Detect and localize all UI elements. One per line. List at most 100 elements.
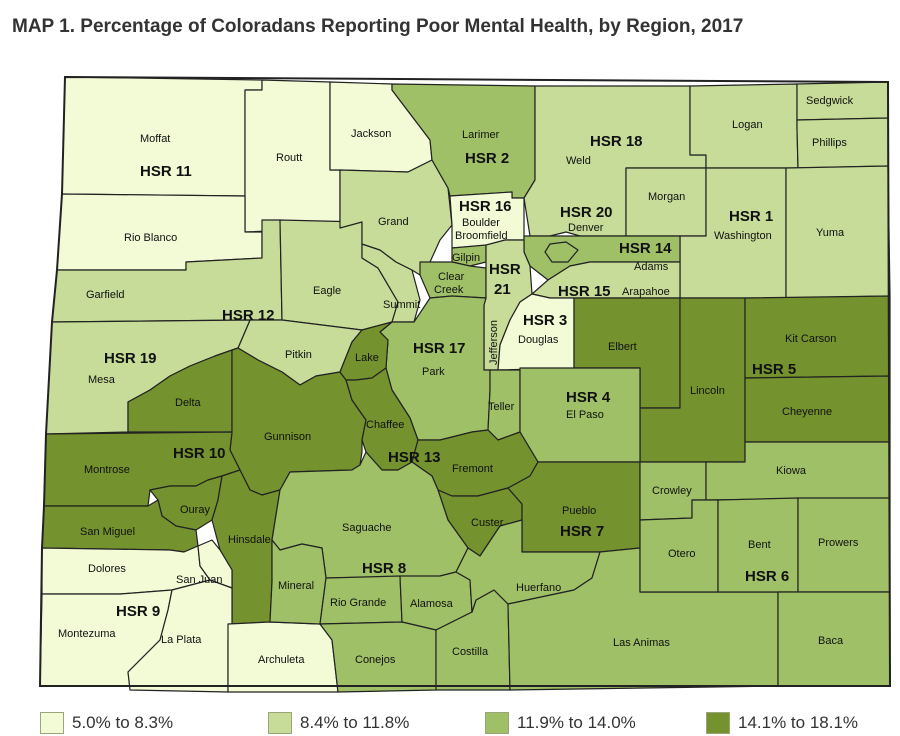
county-label: Fremont xyxy=(452,463,493,475)
legend-item: 14.1% to 18.1% xyxy=(706,712,858,734)
county-label: Kiowa xyxy=(776,465,807,477)
county-label: Larimer xyxy=(462,129,500,141)
county-label: Huerfano xyxy=(516,582,561,594)
county-label: Archuleta xyxy=(258,654,305,666)
hsr-label: HSR 11 xyxy=(140,163,192,180)
county-label: Lincoln xyxy=(690,385,725,397)
county-label: Morgan xyxy=(648,191,685,203)
county-label: Eagle xyxy=(313,285,341,297)
county-label: Weld xyxy=(566,155,591,167)
county-label: Rio Grande xyxy=(330,597,386,609)
legend-item: 11.9% to 14.0% xyxy=(485,712,636,734)
county-label: Otero xyxy=(668,548,696,560)
county-label: Park xyxy=(422,366,445,378)
county-label: Teller xyxy=(488,401,515,413)
county-label: San Miguel xyxy=(80,526,135,538)
hsr-label: HSR 1 xyxy=(729,208,773,225)
legend-swatch xyxy=(706,712,730,734)
county-label: Cheyenne xyxy=(782,406,832,418)
hsr-label: HSR 5 xyxy=(752,361,796,378)
county-label: Douglas xyxy=(518,334,559,346)
county-label: Garfield xyxy=(86,289,125,301)
county-label: Custer xyxy=(471,517,504,529)
county-label: Dolores xyxy=(88,563,126,575)
county-label: Denver xyxy=(568,222,604,234)
hsr-label: HSR 10 xyxy=(173,445,226,462)
legend-swatch xyxy=(485,712,509,734)
county-label: San Juan xyxy=(176,574,222,586)
county-label: Jefferson xyxy=(488,320,500,365)
county-label: Gilpin xyxy=(452,252,480,264)
hsr-label: HSR 12 xyxy=(222,307,275,324)
county-label: Chaffee xyxy=(366,419,404,431)
county-label: Costilla xyxy=(452,646,489,658)
hsr-label: HSR 16 xyxy=(459,198,512,215)
hsr-label: HSR xyxy=(489,261,521,278)
county-label: Lake xyxy=(355,352,379,364)
county-label: Crowley xyxy=(652,485,692,497)
legend-label: 14.1% to 18.1% xyxy=(738,713,859,732)
hsr-label: HSR 2 xyxy=(465,150,509,167)
legend-label: 8.4% to 11.8% xyxy=(300,713,410,732)
county-label: Delta xyxy=(175,397,202,409)
county-label: Prowers xyxy=(818,537,859,549)
hsr-label: HSR 18 xyxy=(590,133,643,150)
county-label: Moffat xyxy=(140,133,170,145)
county-gilpin[interactable] xyxy=(451,244,487,267)
county-label: Saguache xyxy=(342,522,392,534)
county-label: Bent xyxy=(748,539,771,551)
county-label: Washington xyxy=(714,230,772,242)
hsr-label: HSR 20 xyxy=(560,204,613,221)
hsr-label: HSR 8 xyxy=(362,560,406,577)
county-label: Conejos xyxy=(355,654,396,666)
county-label: Mineral xyxy=(278,580,314,592)
legend-label: 5.0% to 8.3% xyxy=(72,713,174,732)
county-denver[interactable] xyxy=(544,241,579,263)
county-label: Routt xyxy=(276,152,302,164)
hsr-label: 21 xyxy=(494,281,511,298)
county-label: Broomfield xyxy=(455,230,508,242)
county-label: Creek xyxy=(434,284,464,296)
county-label: Mesa xyxy=(88,374,116,386)
county-label: Pitkin xyxy=(285,349,312,361)
county-label: Ouray xyxy=(180,504,210,516)
hsr-label: HSR 9 xyxy=(116,603,160,620)
county-label: Pueblo xyxy=(562,505,596,517)
state-outline xyxy=(38,75,892,687)
hsr-label: HSR 14 xyxy=(619,240,672,257)
legend-item: 8.4% to 11.8% xyxy=(268,712,409,734)
county-label: La Plata xyxy=(161,634,202,646)
county-label: Kit Carson xyxy=(785,333,836,345)
legend-swatch xyxy=(40,712,64,734)
hsr-label: HSR 3 xyxy=(523,312,567,329)
legend-swatch xyxy=(268,712,292,734)
hsr-label: HSR 15 xyxy=(558,283,611,300)
county-label: Logan xyxy=(732,119,763,131)
county-label: Las Animas xyxy=(613,637,670,649)
county-label: Arapahoe xyxy=(622,286,670,298)
county-label: Summit xyxy=(383,299,420,311)
legend: 5.0% to 8.3% 8.4% to 11.8% 11.9% to 14.0… xyxy=(40,712,900,736)
county-label: Sedgwick xyxy=(806,95,854,107)
county-san-juan[interactable] xyxy=(197,539,233,589)
legend-item: 5.0% to 8.3% xyxy=(40,712,173,734)
county-delta[interactable] xyxy=(127,349,233,433)
county-label: Yuma xyxy=(816,227,845,239)
county-label: Clear xyxy=(438,271,465,283)
county-label: Adams xyxy=(634,261,669,273)
county-label: Baca xyxy=(818,635,844,647)
county-label: Boulder xyxy=(462,217,500,229)
county-label: Gunnison xyxy=(264,431,311,443)
hsr-label: HSR 7 xyxy=(560,523,604,540)
county-la-plata[interactable] xyxy=(127,579,233,693)
map-title: MAP 1. Percentage of Coloradans Reportin… xyxy=(12,16,744,37)
county-label: Montrose xyxy=(84,464,130,476)
county-label: El Paso xyxy=(566,409,604,421)
hsr-label: HSR 6 xyxy=(745,568,789,585)
county-label: Phillips xyxy=(812,137,847,149)
county-label: Grand xyxy=(378,216,409,228)
county-label: Alamosa xyxy=(410,598,454,610)
hsr-label: HSR 13 xyxy=(388,449,441,466)
county-label: Rio Blanco xyxy=(124,232,177,244)
